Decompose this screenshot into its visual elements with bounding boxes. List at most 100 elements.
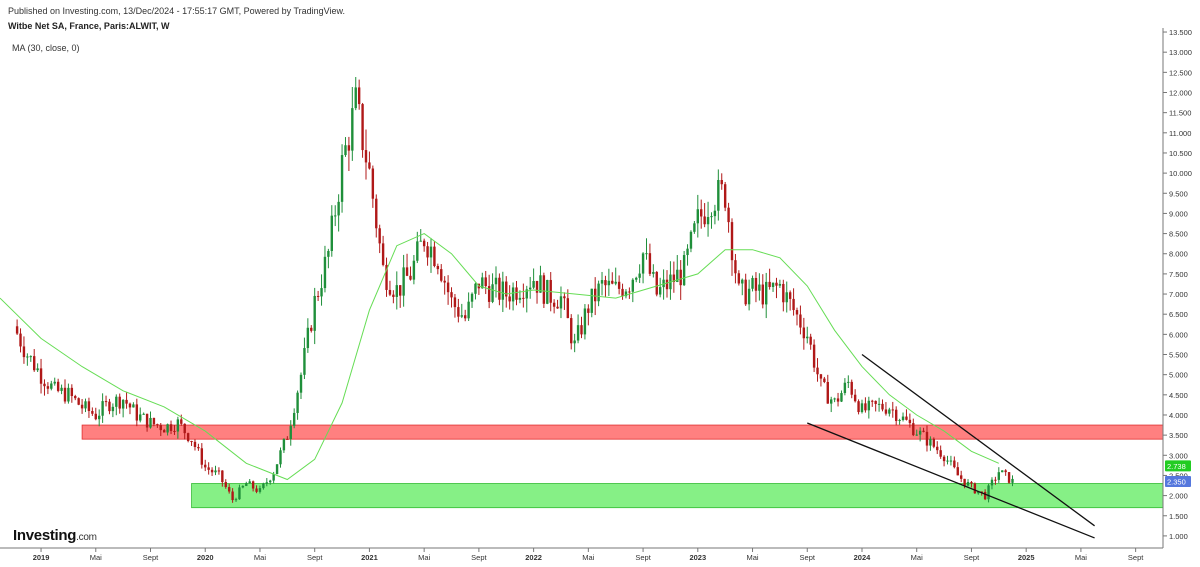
- candle-body-100: [357, 87, 361, 105]
- candle-body-3: [26, 356, 29, 358]
- x-tick-label-8: Sept: [471, 553, 487, 562]
- candle-body-188: [658, 287, 662, 295]
- candle-body-6: [36, 368, 39, 371]
- candle-body-220: [768, 281, 771, 288]
- x-tick-label-16: Mai: [911, 553, 923, 562]
- candle-body-246: [857, 401, 860, 413]
- candle-body-46: [173, 430, 176, 432]
- logo-text: Investing: [13, 527, 77, 544]
- candle-body-148: [522, 297, 525, 299]
- candle-body-133: [470, 293, 474, 302]
- candle-body-260: [905, 416, 908, 420]
- y-tick-label-25: 1.000: [1169, 532, 1188, 541]
- candle-body-75: [272, 474, 275, 481]
- candle-body-238: [830, 399, 833, 404]
- candle-body-241: [840, 393, 843, 402]
- candle-body-162: [570, 318, 573, 344]
- candle-body-147: [518, 297, 522, 300]
- candle-body-163: [573, 340, 576, 344]
- candle-body-198: [693, 223, 696, 232]
- y-tick-label-16: 5.500: [1169, 351, 1188, 360]
- candle-body-40: [152, 417, 156, 425]
- x-tick-label-11: Sept: [635, 553, 651, 562]
- candle-body-95: [340, 155, 344, 202]
- y-tick-label-1: 13.000: [1169, 48, 1192, 57]
- candle-body-86: [310, 327, 313, 331]
- candle-body-17: [74, 396, 77, 399]
- candle-body-176: [617, 281, 621, 289]
- candle-body-203: [710, 216, 713, 218]
- candle-body-167: [587, 308, 590, 313]
- candle-body-137: [484, 277, 487, 287]
- y-tick-label-20: 3.500: [1169, 431, 1188, 440]
- candle-body-149: [525, 289, 528, 299]
- candle-body-36: [139, 414, 142, 421]
- trendline-upper: [861, 353, 1095, 527]
- investing-logo: Investing.com: [13, 527, 97, 544]
- candle-body-128: [453, 297, 457, 308]
- candle-body-204: [713, 210, 717, 217]
- candle-body-222: [775, 282, 778, 286]
- x-tick-label-13: Mai: [746, 553, 758, 562]
- candle-body-166: [583, 308, 587, 335]
- candle-body-178: [624, 291, 628, 297]
- candle-body-129: [457, 307, 460, 317]
- candle-body-124: [440, 269, 443, 281]
- candle-body-179: [628, 291, 631, 293]
- y-tick-label-24: 1.500: [1169, 512, 1188, 521]
- candle-body-212: [741, 279, 744, 284]
- y-tick-label-5: 11.000: [1169, 129, 1191, 138]
- candle-body-127: [450, 292, 453, 298]
- logo-domain: .com: [76, 532, 97, 543]
- candle-body-168: [590, 288, 593, 313]
- candle-body-123: [436, 266, 440, 270]
- x-tick-label-3: 2020: [197, 553, 214, 562]
- last-price-label: 2.738: [1167, 462, 1186, 471]
- candle-body-151: [532, 281, 535, 288]
- y-tick-label-7: 10.000: [1169, 169, 1192, 178]
- candle-body-243: [847, 381, 850, 383]
- candle-body-55: [204, 464, 207, 468]
- x-tick-label-4: Mai: [254, 553, 266, 562]
- candle-body-50: [186, 433, 190, 442]
- candle-body-119: [422, 240, 426, 247]
- candle-body-8: [43, 383, 46, 387]
- candle-body-134: [474, 283, 477, 294]
- candle-body-205: [717, 180, 720, 211]
- candle-body-4: [29, 356, 32, 358]
- candle-body-58: [214, 470, 217, 473]
- x-tick-label-19: Mai: [1075, 553, 1087, 562]
- candle-body-165: [580, 325, 583, 335]
- candle-body-227: [792, 298, 795, 311]
- candle-body-41: [156, 424, 159, 426]
- candle-body-284: [987, 485, 990, 500]
- candle-body-71: [258, 488, 262, 492]
- candle-body-90: [323, 256, 327, 289]
- candle-body-92: [330, 215, 333, 251]
- candle-body-131: [464, 315, 467, 319]
- candle-body-15: [67, 387, 70, 402]
- candle-body-130: [460, 315, 463, 317]
- candle-body-253: [881, 403, 884, 410]
- candle-body-2: [22, 346, 26, 358]
- candle-body-174: [611, 280, 614, 284]
- x-tick-label-14: Sept: [800, 553, 816, 562]
- candle-body-59: [217, 470, 221, 472]
- last-price-tag: [1165, 460, 1191, 472]
- candle-body-77: [279, 450, 282, 465]
- candle-body-257: [894, 409, 898, 421]
- y-tick-label-2: 12.500: [1169, 68, 1192, 77]
- candle-body-22: [91, 411, 94, 414]
- candle-body-271: [942, 456, 946, 462]
- y-tick-label-14: 6.500: [1169, 310, 1188, 319]
- y-tick-label-17: 5.000: [1169, 371, 1188, 380]
- candle-body-173: [607, 280, 611, 286]
- current-price-tag: [1165, 475, 1191, 487]
- candle-body-197: [689, 231, 693, 249]
- candle-body-159: [559, 296, 563, 309]
- candle-body-48: [180, 419, 183, 424]
- candle-body-96: [344, 145, 347, 156]
- x-tick-label-1: Mai: [90, 553, 102, 562]
- y-tick-label-12: 7.500: [1169, 270, 1188, 279]
